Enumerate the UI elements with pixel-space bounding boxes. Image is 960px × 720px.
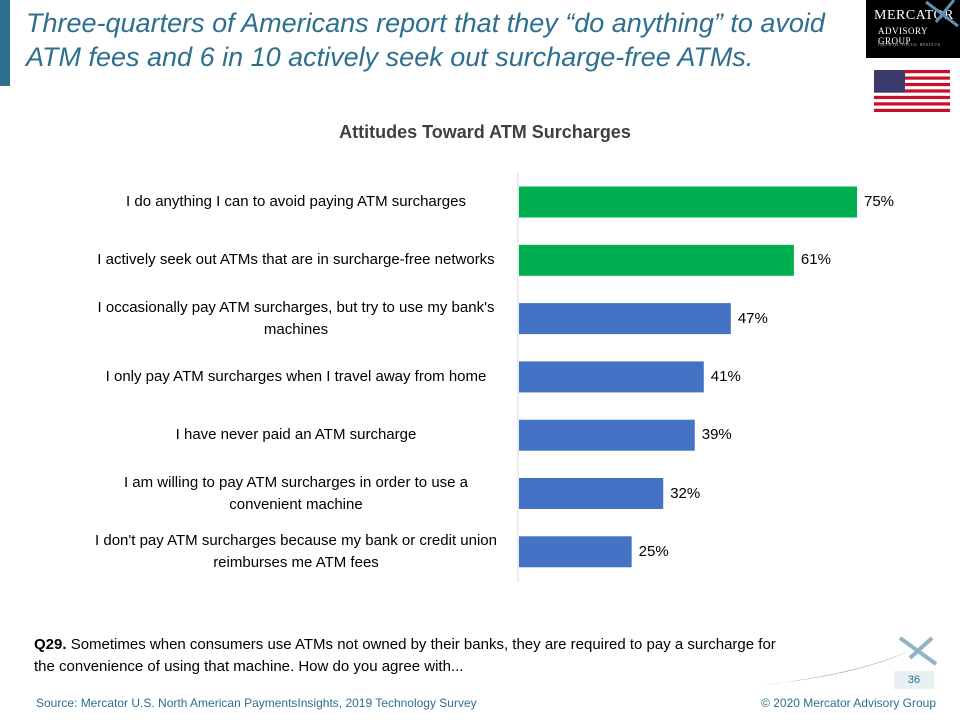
logo-mark-icon bbox=[925, 0, 959, 28]
category-label: I actively seek out ATMs that are in sur… bbox=[97, 251, 495, 269]
category-label: I do anything I can to avoid paying ATM … bbox=[126, 193, 466, 210]
bar bbox=[519, 303, 731, 335]
bar-value-label: 25% bbox=[638, 542, 669, 560]
category-label: I am willing to pay ATM surcharges in or… bbox=[123, 473, 469, 513]
bar-value-label: 32% bbox=[670, 484, 701, 502]
bar bbox=[519, 361, 704, 393]
logo-text-secondary: ADVISORY GROUP bbox=[878, 26, 928, 46]
bar-value-label: 75% bbox=[864, 193, 895, 210]
us-flag-icon bbox=[874, 70, 950, 112]
bar-value-label: 61% bbox=[800, 251, 831, 269]
bar bbox=[519, 536, 632, 568]
survey-question: Q29. Sometimes when consumers use ATMs n… bbox=[34, 634, 794, 678]
slide-headline: Three-quarters of Americans report that … bbox=[26, 8, 825, 72]
swoosh-icon bbox=[754, 636, 938, 686]
bar bbox=[519, 244, 794, 276]
mercator-logo: MERCATOR ADVISORY GROUP GROWTH. FOCUS. R… bbox=[866, 0, 960, 58]
category-label: I occasionally pay ATM surcharges, but t… bbox=[97, 298, 495, 338]
bar bbox=[519, 186, 857, 218]
logo-tagline: GROWTH. FOCUS. RESULTS. bbox=[878, 42, 942, 47]
logo-text-primary: MERCATOR bbox=[874, 8, 954, 23]
bar bbox=[519, 419, 695, 451]
page-number: 36 bbox=[894, 671, 934, 689]
question-number: Q29. bbox=[34, 636, 67, 653]
title-accent-bar bbox=[0, 0, 10, 86]
category-label: I only pay ATM surcharges when I travel … bbox=[105, 367, 487, 385]
category-label: I don't pay ATM surcharges because my ba… bbox=[95, 531, 497, 571]
bar-value-label: 39% bbox=[701, 426, 732, 444]
source-note: Source: Mercator U.S. North American Pay… bbox=[36, 696, 477, 710]
bar bbox=[519, 478, 664, 509]
chart-title: Attitudes Toward ATM Surcharges bbox=[339, 122, 631, 142]
category-label: I have never paid an ATM surcharge bbox=[175, 426, 417, 444]
bar-value-label: 47% bbox=[737, 309, 768, 327]
bar-value-label: 41% bbox=[710, 367, 741, 385]
question-text: Sometimes when consumers use ATMs not ow… bbox=[34, 636, 776, 675]
copyright-note: © 2020 Mercator Advisory Group bbox=[761, 696, 936, 710]
